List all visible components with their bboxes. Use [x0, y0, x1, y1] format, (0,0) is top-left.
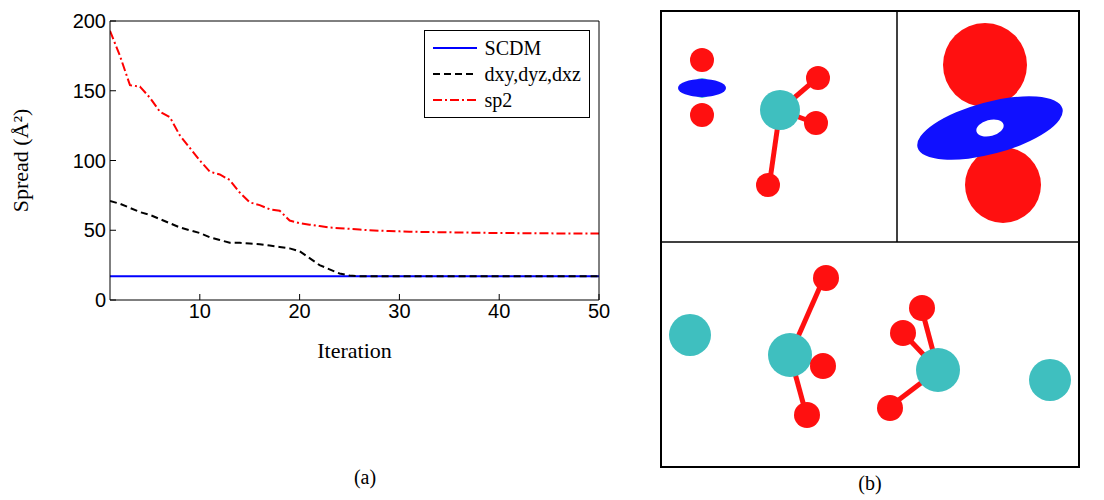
svg-text:200: 200 [73, 10, 106, 32]
html-text:dxy,dyz,dxz: dxy,dyz,dxz [484, 62, 581, 85]
svg-text:10: 10 [189, 300, 211, 322]
html-text:(b): (b) [858, 472, 882, 494]
svg-text:50: 50 [588, 300, 610, 322]
html-text:(a): (a) [353, 466, 377, 488]
svg-text:150: 150 [73, 80, 106, 102]
svg-text:50: 50 [84, 219, 106, 241]
svg-text:0: 0 [95, 289, 106, 311]
svg-text:40: 40 [488, 300, 510, 322]
svg-text:Iteration: Iteration [317, 338, 392, 363]
svg-text:Spread (Å²): Spread (Å²) [8, 109, 33, 213]
svg-text:20: 20 [288, 300, 310, 322]
svg-text:100: 100 [73, 150, 106, 172]
svg-text:30: 30 [388, 300, 410, 322]
html-text:sp2: sp2 [484, 88, 513, 111]
html-text:SCDM: SCDM [484, 36, 542, 59]
